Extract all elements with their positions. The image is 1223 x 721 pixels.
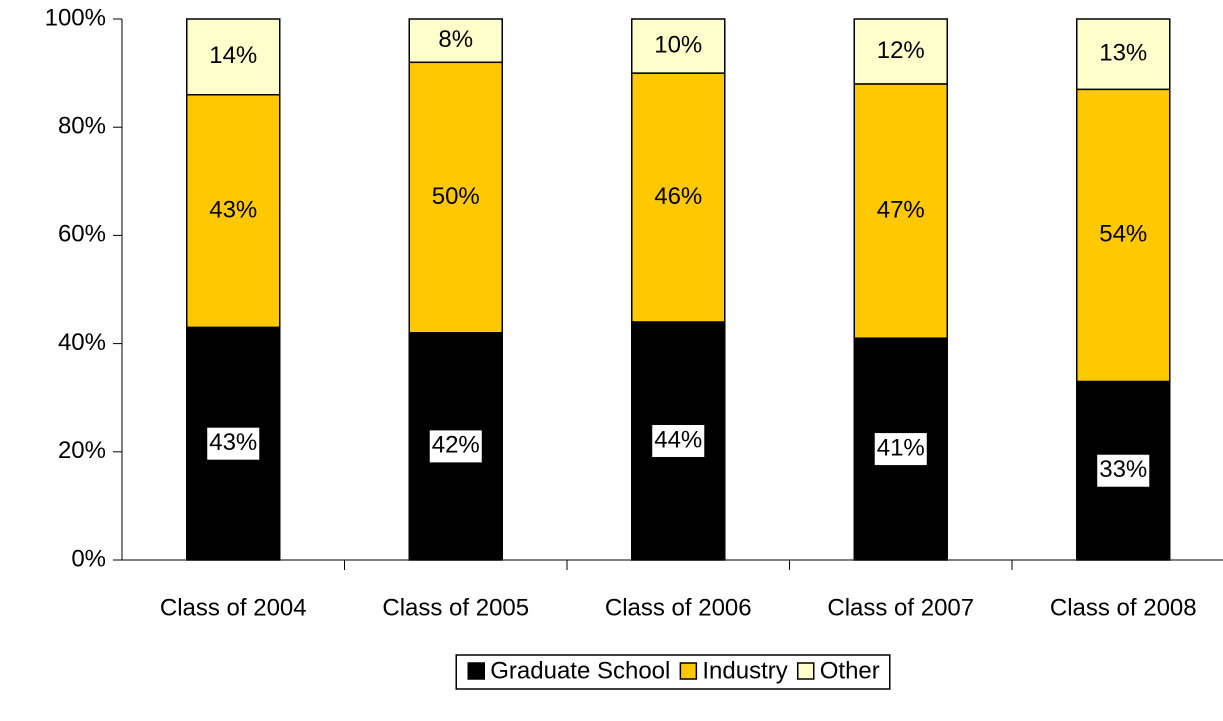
bar-segment bbox=[186, 18, 281, 96]
data-label: 43% bbox=[209, 196, 257, 223]
data-label: 54% bbox=[1099, 221, 1147, 248]
data-label: 13% bbox=[1099, 40, 1147, 67]
bar-segment bbox=[853, 83, 948, 339]
bar-segment bbox=[408, 61, 503, 334]
data-label: 44% bbox=[654, 426, 702, 453]
y-tick-label: 60% bbox=[58, 221, 106, 248]
data-label: 41% bbox=[877, 434, 925, 461]
data-label: 14% bbox=[209, 42, 257, 69]
legend-label: Other bbox=[820, 657, 880, 684]
y-tick-label: 0% bbox=[71, 545, 106, 572]
y-tick-label: 40% bbox=[58, 329, 106, 356]
label-background bbox=[652, 424, 705, 457]
label-background bbox=[429, 430, 482, 463]
label-background bbox=[1097, 454, 1150, 487]
x-tick-label: Class of 2007 bbox=[827, 594, 974, 621]
bar-segment bbox=[1076, 88, 1171, 383]
legend-box bbox=[455, 654, 891, 690]
bar-segment bbox=[853, 18, 948, 85]
y-tick-label: 20% bbox=[58, 437, 106, 464]
data-label: 33% bbox=[1099, 456, 1147, 483]
legend-label: Graduate School bbox=[490, 657, 670, 684]
x-tick-label: Class of 2005 bbox=[382, 594, 529, 621]
label-background bbox=[874, 433, 927, 466]
legend-label: Industry bbox=[702, 657, 787, 684]
legend-swatch bbox=[467, 662, 485, 680]
data-label: 47% bbox=[877, 196, 925, 223]
legend-swatch bbox=[796, 662, 815, 680]
legend-swatch bbox=[679, 662, 698, 680]
label-background bbox=[207, 427, 260, 460]
y-tick-label: 100% bbox=[45, 4, 106, 31]
data-label: 12% bbox=[877, 37, 925, 64]
y-tick-label: 80% bbox=[58, 113, 106, 140]
data-label: 42% bbox=[432, 432, 480, 459]
bar-segment bbox=[186, 93, 281, 329]
x-tick-label: Class of 2006 bbox=[605, 594, 752, 621]
data-label: 46% bbox=[654, 183, 702, 210]
x-tick-label: Class of 2004 bbox=[160, 594, 307, 621]
bar-segment bbox=[408, 18, 503, 64]
data-label: 50% bbox=[432, 183, 480, 210]
bar-segment bbox=[631, 18, 726, 74]
x-tick-label: Class of 2008 bbox=[1050, 594, 1197, 621]
data-label: 43% bbox=[209, 429, 257, 456]
data-label: 10% bbox=[654, 31, 702, 58]
bar-segment bbox=[1076, 18, 1171, 91]
data-label: 8% bbox=[438, 26, 473, 53]
bar-segment bbox=[631, 72, 726, 323]
